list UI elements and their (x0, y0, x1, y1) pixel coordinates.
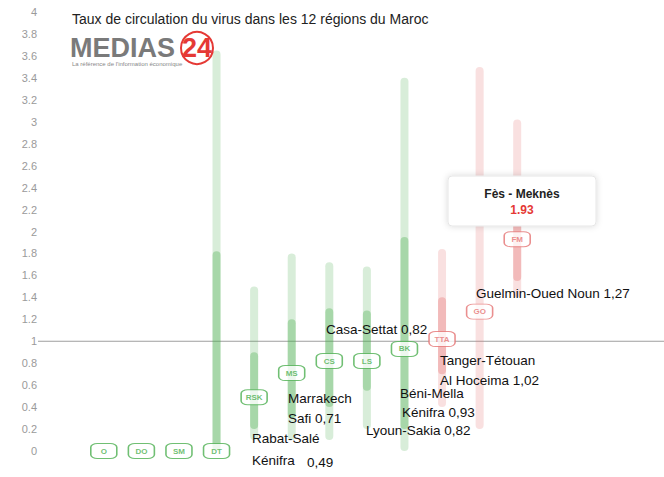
svg-text:0: 0 (31, 445, 37, 457)
svg-text:1: 1 (31, 335, 37, 347)
svg-text:LS: LS (362, 357, 373, 366)
svg-text:3.2: 3.2 (22, 94, 37, 106)
svg-text:3: 3 (31, 116, 37, 128)
svg-text:24: 24 (182, 33, 212, 63)
svg-text:2.2: 2.2 (22, 204, 37, 216)
svg-text:FM: FM (511, 235, 523, 244)
svg-text:Lyoun-Sakia 0,82: Lyoun-Sakia 0,82 (366, 423, 471, 438)
svg-text:0.8: 0.8 (22, 357, 37, 369)
svg-text:Al Hoceima 1,02: Al Hoceima 1,02 (440, 372, 540, 388)
svg-text:Kénifra: Kénifra (252, 453, 295, 468)
svg-text:Marrakech: Marrakech (288, 391, 352, 406)
svg-text:CS: CS (324, 357, 336, 366)
svg-text:0.4: 0.4 (22, 401, 37, 413)
svg-text:1.93: 1.93 (510, 203, 534, 217)
svg-text:Rabat-Salé: Rabat-Salé (252, 431, 320, 446)
svg-text:GO: GO (473, 307, 485, 316)
svg-text:TTA: TTA (435, 335, 450, 344)
svg-text:Safi 0,71: Safi 0,71 (288, 411, 341, 426)
svg-text:1.2: 1.2 (22, 313, 37, 325)
svg-text:Tanger-Tétouan: Tanger-Tétouan (440, 353, 535, 368)
svg-text:O: O (101, 447, 107, 456)
svg-text:Guelmin-Oued Noun 1,27: Guelmin-Oued Noun 1,27 (476, 286, 630, 301)
svg-text:0.2: 0.2 (22, 423, 37, 435)
svg-text:BK: BK (399, 344, 411, 353)
svg-text:Taux de circulation du virus d: Taux de circulation du virus dans les 12… (72, 11, 428, 27)
svg-text:2: 2 (31, 226, 37, 238)
svg-text:Casa-Settat 0,82: Casa-Settat 0,82 (326, 322, 427, 337)
svg-text:2.6: 2.6 (22, 160, 37, 172)
svg-text:4: 4 (31, 6, 37, 18)
svg-text:RSK: RSK (246, 393, 263, 402)
svg-text:MS: MS (286, 369, 299, 378)
svg-text:Fès - Meknès: Fès - Meknès (484, 187, 560, 201)
svg-text:1.6: 1.6 (22, 269, 37, 281)
svg-text:DO: DO (135, 447, 147, 456)
svg-text:0,49: 0,49 (307, 455, 333, 470)
svg-text:DT: DT (211, 447, 222, 456)
svg-text:2.4: 2.4 (22, 182, 37, 194)
svg-text:2.8: 2.8 (22, 138, 37, 150)
svg-text:MEDIAS: MEDIAS (70, 33, 175, 63)
svg-text:1.4: 1.4 (22, 291, 37, 303)
svg-text:3.6: 3.6 (22, 50, 37, 62)
svg-text:La référence de l'information: La référence de l'information économique (72, 61, 183, 67)
svg-text:Kénifra 0,93: Kénifra 0,93 (402, 405, 475, 420)
svg-text:3.4: 3.4 (22, 72, 37, 84)
svg-text:3.8: 3.8 (22, 28, 37, 40)
svg-text:1.8: 1.8 (22, 247, 37, 259)
svg-text:SM: SM (173, 447, 185, 456)
svg-text:0.6: 0.6 (22, 379, 37, 391)
svg-text:Béni-Mella: Béni-Mella (400, 386, 464, 401)
